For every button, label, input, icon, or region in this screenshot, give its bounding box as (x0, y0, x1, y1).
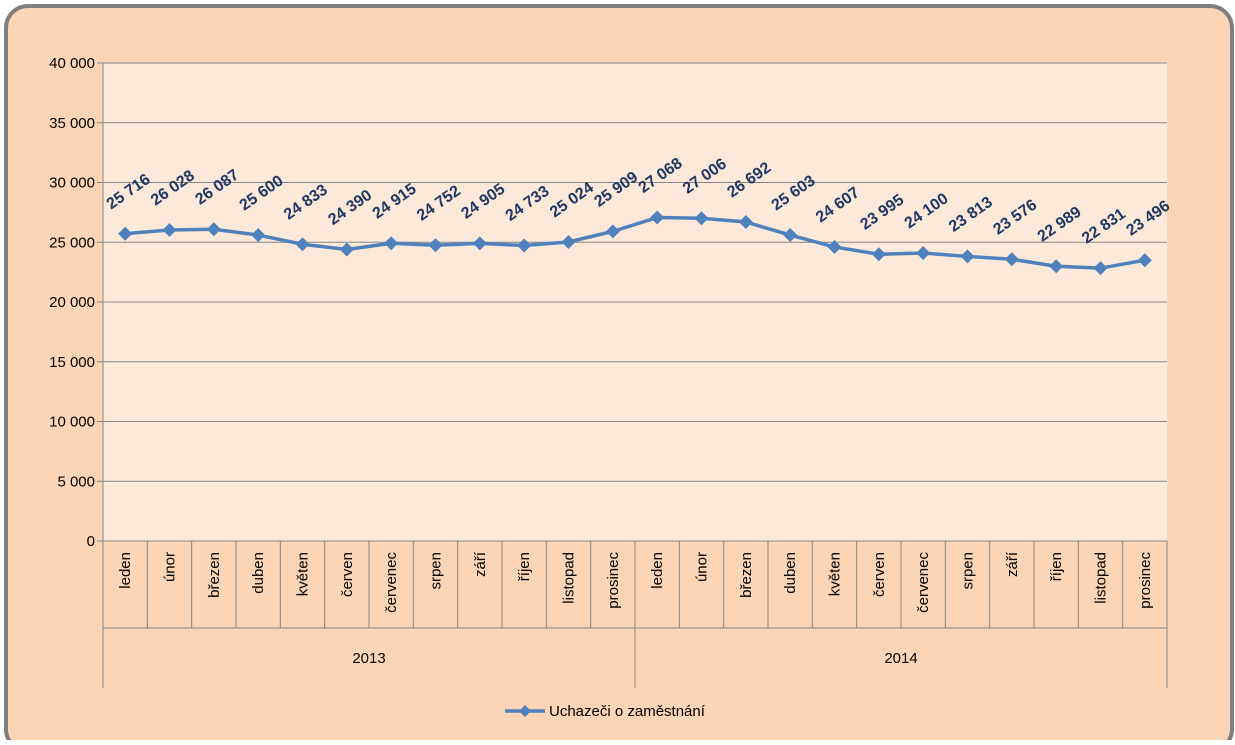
y-tick-label: 10 000 (49, 414, 95, 431)
x-tick-label: říjen (516, 552, 533, 581)
x-tick-label: listopad (561, 552, 578, 604)
data-marker (1137, 253, 1152, 268)
x-tick-label: únor (162, 552, 179, 582)
data-marker (118, 226, 133, 241)
x-tick-label: září (1004, 551, 1021, 577)
data-marker (339, 242, 354, 257)
data-marker (428, 238, 443, 253)
data-marker (1093, 261, 1108, 276)
x-tick-label: říjen (1048, 552, 1065, 581)
x-tick-label: únor (694, 552, 711, 582)
data-marker (871, 247, 886, 262)
y-tick-label: 25 000 (49, 234, 95, 251)
x-tick-label: červen (339, 552, 356, 597)
data-marker (251, 228, 266, 243)
x-tick-label: listopad (1093, 552, 1110, 604)
data-marker (738, 215, 753, 230)
x-tick-label: červenec (383, 552, 400, 613)
data-marker (1049, 259, 1064, 274)
x-tick-label: srpen (960, 552, 977, 590)
data-marker (960, 249, 975, 264)
group-label: 2014 (884, 650, 917, 667)
data-marker (605, 224, 620, 239)
x-tick-label: duben (782, 552, 799, 594)
x-tick-label: srpen (428, 552, 445, 590)
data-marker (1004, 252, 1019, 267)
y-tick-label: 35 000 (49, 115, 95, 132)
x-tick-label: květen (295, 552, 312, 596)
x-tick-label: leden (117, 552, 134, 589)
data-marker (517, 238, 532, 253)
legend-marker (519, 705, 531, 717)
y-tick-label: 0 (87, 533, 95, 550)
data-line (125, 215, 1146, 270)
x-tick-label: červen (871, 552, 888, 597)
x-tick-label: červenec (915, 552, 932, 613)
data-marker (561, 234, 576, 249)
data-marker (295, 237, 310, 252)
x-tick-label: březen (206, 552, 223, 598)
data-marker (650, 210, 665, 225)
data-marker (694, 211, 709, 226)
y-tick-label: 20 000 (49, 294, 95, 311)
x-tick-label: duben (250, 552, 267, 594)
y-tick-label: 15 000 (49, 354, 95, 371)
x-tick-label: květen (827, 552, 844, 596)
x-tick-label: březen (738, 552, 755, 598)
group-label: 2013 (352, 650, 385, 667)
y-tick-label: 5 000 (57, 473, 95, 490)
data-marker (206, 222, 221, 237)
x-tick-label: září (472, 551, 489, 577)
y-tick-label: 30 000 (49, 175, 95, 192)
data-marker (827, 239, 842, 254)
data-marker (783, 228, 798, 243)
data-marker (162, 222, 177, 237)
data-marker (472, 236, 487, 251)
data-marker (384, 236, 399, 251)
legend-label: Uchazeči o zaměstnání (549, 703, 706, 720)
x-tick-label: leden (649, 552, 666, 589)
data-marker (916, 246, 931, 261)
x-tick-label: prosinec (605, 552, 622, 609)
y-tick-label: 40 000 (49, 55, 95, 72)
x-tick-label: prosinec (1137, 552, 1154, 609)
